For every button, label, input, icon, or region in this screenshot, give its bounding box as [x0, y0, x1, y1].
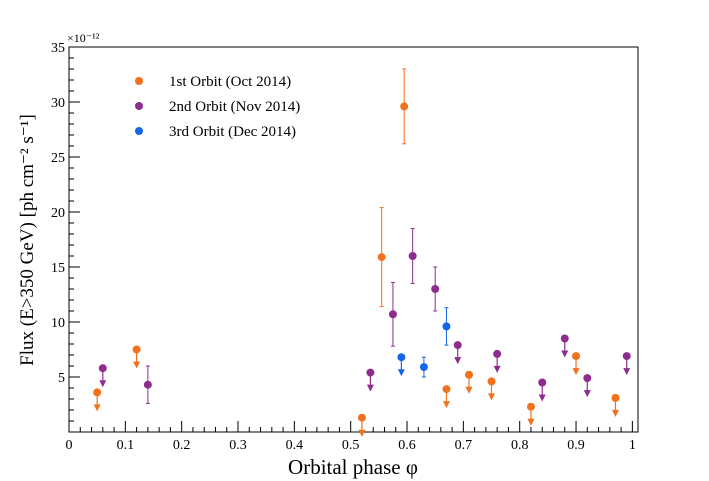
upper-limit-arrow: [465, 386, 473, 394]
data-point: [377, 253, 386, 262]
upper-limit-point: [132, 345, 141, 354]
y-tick-label: 20: [51, 206, 65, 221]
upper-limit-arrow: [572, 368, 580, 376]
upper-limit-point: [583, 374, 592, 383]
x-tick-label: 0.5: [342, 438, 360, 453]
legend-marker: [135, 77, 143, 85]
upper-limit-arrow: [583, 390, 591, 398]
upper-limit-point: [93, 388, 102, 397]
data-marks: [93, 68, 631, 437]
upper-limit-point: [560, 334, 569, 343]
upper-limit-point: [366, 368, 375, 377]
legend-label: 2nd Orbit (Nov 2014): [169, 99, 300, 115]
upper-limit-point: [397, 353, 406, 362]
y-tick-label: 5: [58, 371, 65, 386]
upper-limit-arrow: [442, 401, 450, 409]
upper-limit-point: [464, 370, 473, 379]
upper-limit-arrow: [366, 384, 374, 392]
x-tick-label: 0.6: [398, 438, 416, 453]
upper-limit-point: [357, 413, 366, 422]
y-tick-label: 30: [51, 96, 65, 111]
data-point: [431, 285, 440, 293]
upper-limit-arrow: [358, 429, 366, 437]
data-point: [442, 322, 451, 331]
x-tick-label: 0: [66, 438, 73, 453]
upper-limit-point: [493, 349, 502, 358]
y-axis-title: Flux (E>350 GeV) [ph cm⁻² s⁻¹]: [17, 114, 38, 366]
upper-limit-arrow: [561, 350, 569, 358]
legend-marker: [135, 127, 143, 135]
upper-limit-arrow: [623, 368, 631, 376]
x-tick-label: 0.7: [455, 438, 473, 453]
x-tick-label: 0.2: [173, 438, 191, 453]
x-tick-label: 0.3: [229, 438, 247, 453]
y-tick-label: 15: [51, 261, 65, 276]
upper-limit-point: [611, 393, 620, 402]
upper-limit-point: [453, 341, 462, 350]
x-tick-label: 0.9: [567, 438, 585, 453]
upper-limit-point: [538, 378, 547, 387]
legend: 1st Orbit (Oct 2014) 2nd Orbit (Nov 2014)…: [135, 74, 300, 140]
data-point: [143, 380, 152, 389]
upper-limit-arrow: [611, 409, 619, 417]
upper-limit-point: [622, 352, 631, 361]
axis-ticks: [68, 46, 633, 433]
upper-limit-arrow: [454, 357, 462, 365]
x-tick-label: 0.8: [511, 438, 529, 453]
data-point: [419, 363, 428, 372]
y-tick-label: 25: [51, 151, 65, 166]
y-multiplier: ×10⁻¹²: [67, 31, 100, 45]
data-point: [400, 102, 409, 111]
data-point: [408, 252, 417, 260]
x-tick-label: 0.4: [286, 438, 304, 453]
x-axis-title: Orbital phase φ: [288, 455, 418, 479]
legend-label: 1st Orbit (Oct 2014): [169, 74, 291, 90]
upper-limit-point: [98, 364, 107, 373]
y-tick-label: 35: [51, 41, 65, 56]
upper-limit-arrow: [93, 404, 101, 412]
upper-limit-point: [487, 377, 496, 386]
y-tick-label: 10: [51, 316, 65, 331]
x-tick-label: 1: [629, 438, 636, 453]
legend-label: 3rd Orbit (Dec 2014): [169, 124, 296, 140]
upper-limit-arrow: [397, 369, 405, 377]
upper-limit-arrow: [133, 361, 141, 369]
upper-limit-arrow: [99, 380, 107, 388]
x-tick-label: 0.1: [117, 438, 135, 453]
upper-limit-arrow: [538, 394, 546, 402]
upper-limit-arrow: [488, 393, 496, 401]
upper-limit-point: [442, 385, 451, 394]
upper-limit-arrow: [527, 418, 535, 426]
upper-limit-point: [572, 352, 581, 361]
upper-limit-arrow: [493, 365, 501, 373]
legend-marker: [135, 102, 143, 110]
data-point: [388, 310, 397, 319]
tick-labels: 0 0.1 0.2 0.3 0.4 0.5 0.6 0.7 0.8 0.9 151015202530…: [51, 41, 636, 453]
plot-frame: [68, 46, 639, 433]
upper-limit-point: [526, 402, 535, 411]
